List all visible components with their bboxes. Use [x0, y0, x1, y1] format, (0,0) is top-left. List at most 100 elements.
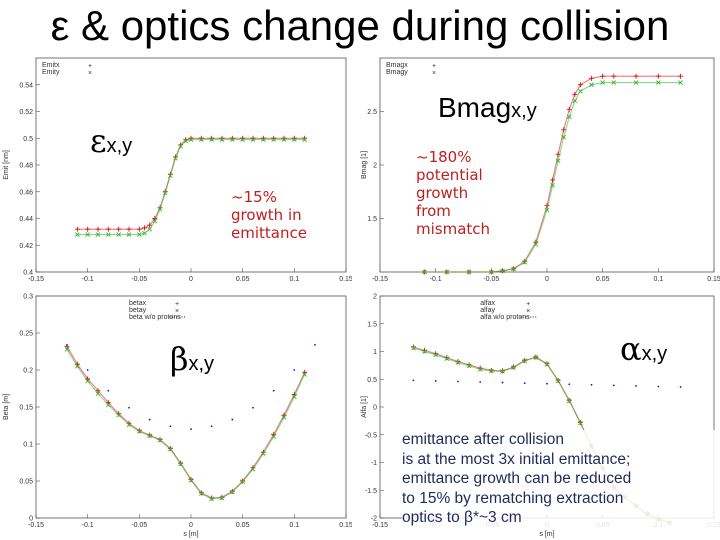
x-tick-label: 0 — [545, 276, 549, 283]
data-point — [566, 106, 572, 112]
x-tick-label: -0.15 — [372, 522, 388, 529]
legend-label: beta w/o protons — [129, 314, 181, 321]
data-point — [147, 226, 152, 232]
data-point — [105, 226, 111, 232]
legend-marker: + — [432, 63, 436, 70]
data-point — [566, 398, 572, 404]
y-tick-label: 0.52 — [19, 109, 33, 116]
data-point — [523, 382, 526, 385]
y-tick-label: 0.5 — [23, 136, 33, 143]
data-point — [95, 232, 101, 237]
data-point — [173, 155, 178, 161]
bmag-growth-annotation: ~180% potential growth from mismatch — [416, 148, 491, 238]
data-point — [66, 343, 68, 346]
legend-label: betay — [129, 307, 147, 314]
legend-marker: × — [432, 70, 436, 77]
data-point — [116, 226, 122, 232]
y-tick-label: 0.2 — [23, 368, 33, 375]
x-tick-label: -0.05 — [131, 276, 147, 283]
data-point — [128, 406, 130, 409]
bmag-label: Bmagx,y — [438, 92, 537, 124]
data-point — [422, 269, 427, 275]
data-point — [457, 380, 459, 383]
data-point — [126, 226, 132, 232]
data-point — [240, 137, 245, 142]
series-bmagy — [422, 80, 683, 275]
data-point — [126, 422, 132, 428]
data-point — [412, 379, 415, 382]
data-point — [444, 269, 450, 275]
x-tick-label: 0 — [189, 522, 193, 529]
legend-label: Bmagx — [386, 62, 408, 69]
data-point — [292, 394, 297, 399]
data-point — [183, 138, 189, 144]
x-tick-label: -0.15 — [28, 276, 44, 283]
data-point — [511, 365, 516, 370]
data-point — [147, 222, 153, 228]
data-point — [500, 369, 505, 374]
data-point — [533, 355, 539, 360]
y-tick-label: 2.5 — [367, 109, 377, 116]
legend-label: Emitx — [42, 62, 60, 69]
data-point — [501, 381, 504, 384]
data-point — [422, 349, 427, 354]
data-point — [261, 137, 266, 142]
data-point — [210, 425, 213, 428]
alfa-symbol: α — [620, 330, 642, 368]
data-point — [142, 230, 147, 236]
series-alfa-w-o-protons — [412, 379, 682, 388]
data-point — [86, 369, 89, 371]
data-point — [126, 232, 132, 237]
data-point — [116, 232, 121, 237]
alfa-subscript: x,y — [641, 343, 668, 365]
data-point — [566, 114, 572, 120]
legend-label: betax — [129, 300, 147, 307]
y-tick-label: 0.15 — [19, 405, 33, 412]
data-point — [546, 382, 548, 385]
series-emity — [75, 137, 307, 237]
data-point — [271, 434, 276, 439]
data-point — [85, 378, 90, 384]
data-point — [74, 226, 80, 232]
plot-frame — [35, 295, 347, 519]
data-point — [302, 137, 307, 142]
x-tick-label: -0.05 — [483, 276, 499, 283]
y-tick-label: 0 — [373, 405, 377, 412]
data-point — [466, 269, 472, 275]
conclusion-note: emittance after collision is at the most… — [402, 430, 720, 528]
data-point — [178, 461, 183, 467]
emittance-plot: -0.15 -0.1 -0.05 0 0.05 0.1 0.15 0.4 0.42 0.44 0.4… — [0, 50, 352, 294]
data-point — [590, 383, 593, 386]
legend-marker: × — [175, 308, 179, 315]
data-point — [302, 372, 307, 377]
data-point — [106, 232, 111, 237]
y-tick-label: 0.44 — [19, 216, 33, 223]
x-tick-label: -0.15 — [372, 276, 388, 283]
data-point — [261, 451, 266, 456]
data-point — [209, 496, 214, 502]
y-tick-label: 1.5 — [367, 216, 377, 223]
y-tick-label: 0.05 — [19, 479, 33, 486]
emittance-symbol: ε — [90, 122, 107, 160]
y-tick-label: 0.1 — [23, 442, 33, 449]
x-tick-label: -0.1 — [430, 276, 442, 283]
data-point — [199, 491, 204, 496]
data-point — [107, 389, 110, 392]
data-point — [578, 88, 583, 94]
data-point — [230, 489, 235, 495]
y-tick-label: 0.3 — [23, 294, 33, 301]
slide-title: ε & optics change during collision — [50, 2, 670, 49]
legend-marker: + — [88, 63, 92, 70]
x-axis-label: s [m] — [539, 531, 554, 538]
data-point — [572, 98, 578, 104]
data-point — [230, 137, 235, 142]
data-point — [633, 80, 639, 85]
data-point — [95, 226, 101, 232]
legend-marker: × — [88, 70, 92, 77]
data-point — [633, 73, 639, 79]
y-tick-label: 2 — [373, 163, 377, 170]
data-point — [157, 206, 163, 212]
y-tick-label: 0.42 — [19, 243, 33, 250]
data-point — [209, 137, 214, 142]
data-point — [657, 385, 660, 388]
